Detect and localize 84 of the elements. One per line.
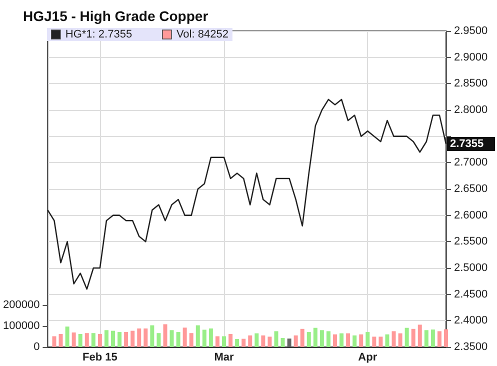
bar bbox=[300, 328, 304, 347]
bar bbox=[228, 334, 233, 347]
bar bbox=[130, 330, 135, 347]
bar bbox=[254, 333, 259, 347]
bar bbox=[366, 332, 370, 347]
bar bbox=[313, 328, 318, 347]
bar bbox=[326, 331, 330, 347]
bar bbox=[196, 325, 200, 347]
bar bbox=[144, 328, 148, 347]
bar bbox=[392, 331, 396, 347]
bar bbox=[137, 328, 142, 347]
bar bbox=[72, 332, 76, 347]
y2-tick-label: 2.6000 bbox=[454, 209, 488, 222]
bar bbox=[78, 334, 82, 347]
bar bbox=[261, 335, 266, 347]
bar bbox=[280, 338, 285, 347]
x-tick-label: Feb 15 bbox=[82, 352, 118, 364]
y2-tick-label: 2.4000 bbox=[454, 314, 488, 327]
bar bbox=[268, 336, 272, 347]
bar bbox=[398, 333, 402, 347]
bar bbox=[385, 334, 390, 347]
bar bbox=[274, 331, 278, 347]
y2-tick-label: 2.9000 bbox=[454, 51, 488, 64]
bar bbox=[411, 328, 416, 347]
bar bbox=[424, 330, 428, 347]
text: 2.7355 bbox=[450, 138, 484, 150]
bar bbox=[52, 336, 56, 347]
bar bbox=[430, 330, 435, 347]
y2-tick-label: 2.8500 bbox=[454, 78, 488, 90]
bar bbox=[124, 332, 128, 347]
bar bbox=[248, 335, 252, 347]
bar bbox=[208, 328, 213, 347]
bar bbox=[111, 330, 115, 347]
bar bbox=[333, 334, 337, 347]
bar bbox=[104, 330, 108, 347]
bar bbox=[437, 331, 442, 347]
bar bbox=[58, 334, 63, 347]
bar bbox=[118, 332, 122, 347]
bar bbox=[163, 324, 168, 347]
bar bbox=[404, 328, 409, 347]
y-tick-label: 100000 bbox=[2, 320, 40, 332]
y-tick-label: 0 bbox=[34, 341, 40, 353]
chart-title: HGJ15 - High Grade Copper bbox=[23, 8, 209, 24]
bar bbox=[378, 336, 383, 347]
bar bbox=[176, 332, 180, 347]
bar bbox=[287, 338, 292, 347]
legend-label: Vol: 84252 bbox=[176, 28, 228, 40]
y2-tick-label: 2.9500 bbox=[454, 25, 488, 37]
bar bbox=[91, 333, 96, 347]
y2-tick-label: 2.4500 bbox=[454, 288, 488, 300]
bar bbox=[215, 336, 220, 347]
bar bbox=[150, 325, 154, 347]
bar bbox=[294, 335, 298, 347]
y2-tick-label: 2.3500 bbox=[454, 341, 488, 353]
legend-label: HG*1: 2.7355 bbox=[65, 28, 132, 40]
bar bbox=[182, 328, 187, 347]
y-tick-label: 200000 bbox=[2, 298, 40, 311]
bar bbox=[418, 324, 422, 347]
bar bbox=[202, 330, 206, 347]
bar bbox=[352, 335, 357, 347]
line-series bbox=[47, 98, 447, 290]
bar bbox=[98, 334, 102, 347]
y2-tick-label: 2.5500 bbox=[454, 236, 488, 248]
x-tick-label: Apr bbox=[358, 352, 378, 364]
bar bbox=[235, 338, 240, 347]
y2-tick-label: 2.5000 bbox=[454, 262, 488, 274]
bar bbox=[346, 333, 350, 347]
bar bbox=[170, 330, 174, 347]
bar bbox=[372, 336, 376, 347]
bar bbox=[444, 329, 448, 347]
bar bbox=[222, 336, 226, 347]
bar bbox=[65, 326, 70, 347]
x-tick-label: Mar bbox=[214, 352, 234, 364]
y2-tick-label: 2.7000 bbox=[454, 156, 488, 169]
bar bbox=[242, 338, 246, 347]
bar bbox=[340, 333, 344, 347]
bar bbox=[359, 334, 364, 347]
y2-tick-label: 2.8000 bbox=[454, 104, 488, 116]
bar bbox=[306, 332, 311, 347]
bar bbox=[320, 330, 324, 347]
y2-tick-label: 2.6500 bbox=[454, 183, 488, 195]
bar bbox=[189, 333, 194, 347]
bar bbox=[84, 333, 89, 347]
bar bbox=[156, 333, 161, 347]
